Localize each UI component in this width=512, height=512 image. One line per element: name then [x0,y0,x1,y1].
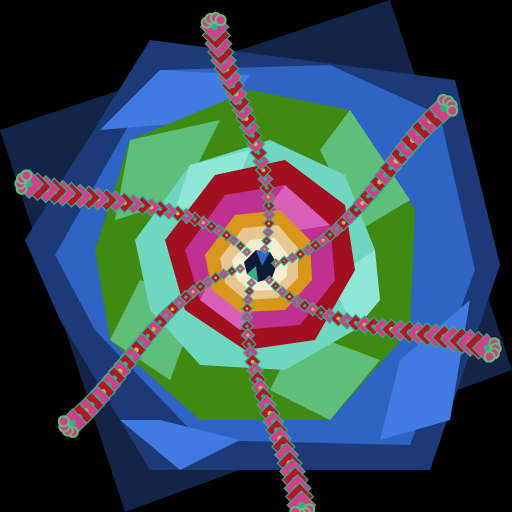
arm-tip [289,505,302,512]
arm-bead [283,290,296,303]
arm-bead [261,198,276,213]
arm-bead [286,251,299,264]
arm-bead [242,293,254,306]
arm-bead [262,217,276,230]
fractal-arms [14,11,502,512]
fractal-arm [270,93,459,269]
arm-bead [286,490,317,512]
arm-bead [240,319,255,334]
fractal-arm [57,263,246,439]
arm-bead [243,285,255,297]
arm-bead [270,258,281,269]
arm-bead [234,240,246,252]
arm-tip [483,350,496,363]
arm-bead [235,263,246,274]
arm-bead [226,265,238,277]
arm-bead [240,302,254,315]
pink-facets-2 [270,185,330,230]
arm-bead [259,244,270,255]
fractal-arm [199,11,276,255]
arm-tip [20,169,33,182]
arm-bead [220,229,233,242]
arm-tip [446,104,459,117]
arm-bead [262,207,276,222]
fractal-arm [14,168,252,258]
arm-bead [262,226,274,239]
blue-light-facets-3 [120,420,240,470]
arm-bead [264,274,275,286]
arm-bead [261,235,273,247]
arm-bead [241,246,252,258]
green-facet-2 [320,110,410,230]
arm-bead [227,234,240,247]
arm-bead [240,310,254,325]
arm-tip [214,14,227,27]
fractal-arm [240,277,317,512]
green-facet-1 [115,120,220,220]
arm-bead [270,280,282,292]
center-shard-1 [256,250,270,266]
arm-bead [246,277,257,288]
fractal-arm [264,274,502,364]
arm-tip [57,415,70,428]
arm-bead [278,255,290,267]
arm-bead [276,285,289,298]
aqua-facet-2 [330,250,380,330]
center-shard-2 [247,266,258,282]
arm-bead [217,268,230,281]
